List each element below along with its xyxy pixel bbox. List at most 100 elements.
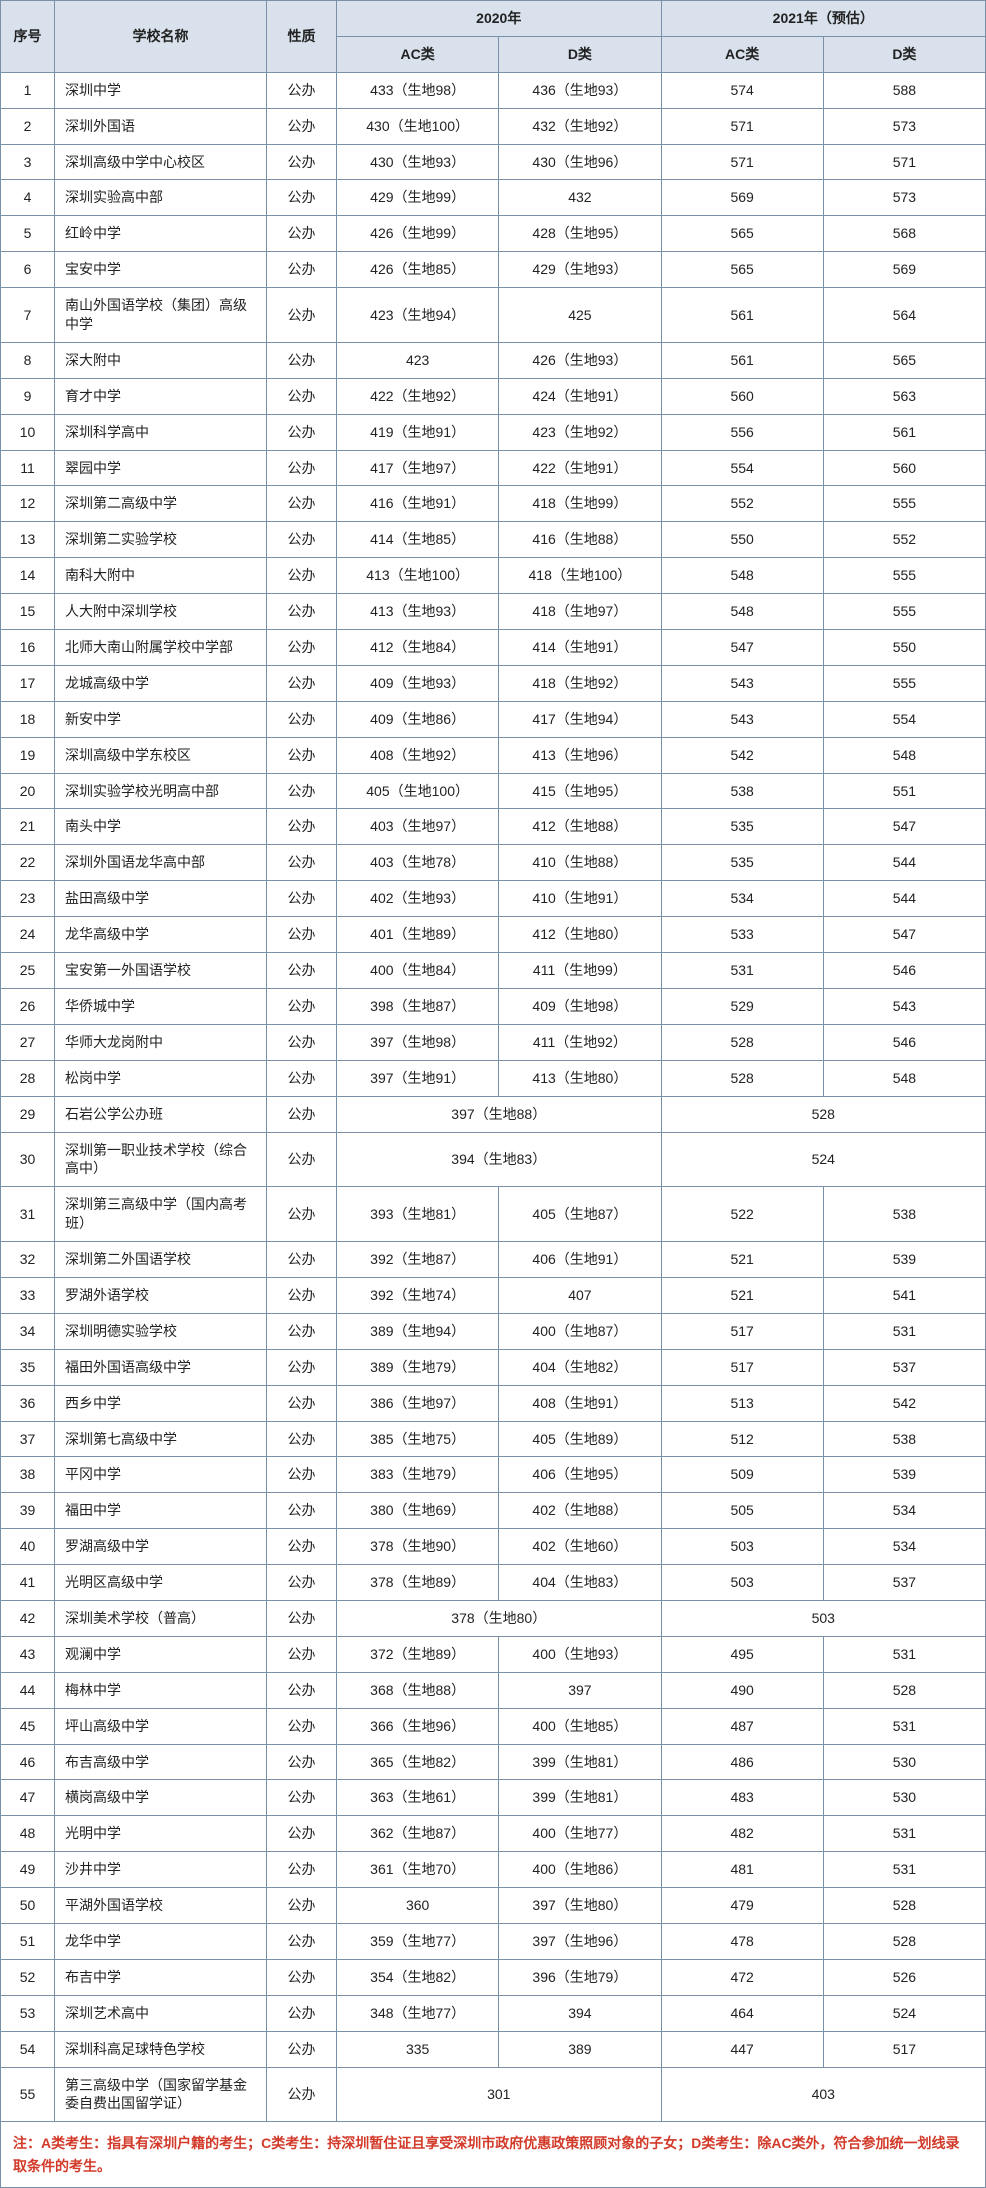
cell-idx: 22 <box>1 845 55 881</box>
col-type: 性质 <box>267 1 337 73</box>
cell-2021-ac: 565 <box>661 216 823 252</box>
cell-2021-ac: 571 <box>661 144 823 180</box>
table-row: 13深圳第二实验学校公办414（生地85）416（生地88）550552 <box>1 522 986 558</box>
cell-idx: 35 <box>1 1349 55 1385</box>
cell-2020-d: 404（生地82） <box>499 1349 661 1385</box>
cell-idx: 25 <box>1 953 55 989</box>
table-row: 36西乡中学公办386（生地97）408（生地91）513542 <box>1 1385 986 1421</box>
cell-type: 公办 <box>267 1277 337 1313</box>
cell-type: 公办 <box>267 108 337 144</box>
cell-2021-d: 538 <box>823 1187 985 1242</box>
cell-2021-ac: 533 <box>661 917 823 953</box>
cell-name: 松岗中学 <box>55 1060 267 1096</box>
cell-2021-ac: 556 <box>661 414 823 450</box>
cell-2020-d: 426（生地93） <box>499 342 661 378</box>
cell-name: 深圳第三高级中学（国内高考班） <box>55 1187 267 1242</box>
cell-idx: 12 <box>1 486 55 522</box>
cell-2021-ac: 531 <box>661 953 823 989</box>
cell-2020-ac: 378（生地89） <box>337 1565 499 1601</box>
cell-idx: 24 <box>1 917 55 953</box>
cell-idx: 41 <box>1 1565 55 1601</box>
cell-2020-d: 404（生地83） <box>499 1565 661 1601</box>
cell-idx: 48 <box>1 1816 55 1852</box>
cell-2020-d: 425 <box>499 288 661 343</box>
cell-type: 公办 <box>267 917 337 953</box>
cell-2021-ac: 535 <box>661 809 823 845</box>
col-name: 学校名称 <box>55 1 267 73</box>
cell-type: 公办 <box>267 1959 337 1995</box>
cell-2020-ac: 360 <box>337 1888 499 1924</box>
cell-name: 平冈中学 <box>55 1457 267 1493</box>
cell-2020-ac: 409（生地86） <box>337 701 499 737</box>
cell-type: 公办 <box>267 1313 337 1349</box>
cell-2021-d: 546 <box>823 1024 985 1060</box>
table-row: 24龙华高级中学公办401（生地89）412（生地80）533547 <box>1 917 986 953</box>
table-row: 37深圳第七高级中学公办385（生地75）405（生地89）512538 <box>1 1421 986 1457</box>
cell-2020-ac: 419（生地91） <box>337 414 499 450</box>
cell-2020-ac: 389（生地79） <box>337 1349 499 1385</box>
cell-2020-d: 417（生地94） <box>499 701 661 737</box>
cell-2020-ac: 383（生地79） <box>337 1457 499 1493</box>
cell-2020-ac: 378（生地90） <box>337 1529 499 1565</box>
table-row: 8深大附中公办423426（生地93）561565 <box>1 342 986 378</box>
cell-idx: 33 <box>1 1277 55 1313</box>
cell-2021-d: 573 <box>823 108 985 144</box>
cell-type: 公办 <box>267 378 337 414</box>
cell-type: 公办 <box>267 522 337 558</box>
cell-2021-d: 563 <box>823 378 985 414</box>
cell-2020-ac: 389（生地94） <box>337 1313 499 1349</box>
cell-2020-d: 399（生地81） <box>499 1744 661 1780</box>
cell-2020-ac: 372（生地89） <box>337 1636 499 1672</box>
cell-idx: 44 <box>1 1672 55 1708</box>
cell-2020-ac: 430（生地93） <box>337 144 499 180</box>
table-row: 22深圳外国语龙华高中部公办403（生地78）410（生地88）535544 <box>1 845 986 881</box>
cell-name: 南山外国语学校（集团）高级中学 <box>55 288 267 343</box>
cell-name: 深圳第二实验学校 <box>55 522 267 558</box>
cell-2021-d: 543 <box>823 988 985 1024</box>
cell-2021-ac: 483 <box>661 1780 823 1816</box>
cell-2020-merged: 378（生地80） <box>337 1600 662 1636</box>
cell-2020-d: 405（生地89） <box>499 1421 661 1457</box>
cell-2020-d: 397（生地80） <box>499 1888 661 1924</box>
cell-idx: 43 <box>1 1636 55 1672</box>
cell-2021-ac: 521 <box>661 1242 823 1278</box>
cell-2021-d: 531 <box>823 1852 985 1888</box>
cell-2020-d: 413（生地96） <box>499 737 661 773</box>
cell-name: 深大附中 <box>55 342 267 378</box>
cell-2020-ac: 361（生地70） <box>337 1852 499 1888</box>
cell-2021-ac: 548 <box>661 594 823 630</box>
cell-2021-ac: 529 <box>661 988 823 1024</box>
cell-2020-ac: 392（生地74） <box>337 1277 499 1313</box>
cell-idx: 23 <box>1 881 55 917</box>
cell-2021-d: 554 <box>823 701 985 737</box>
table-row: 17龙城高级中学公办409（生地93）418（生地92）543555 <box>1 665 986 701</box>
cell-name: 龙华中学 <box>55 1923 267 1959</box>
cell-2020-ac: 365（生地82） <box>337 1744 499 1780</box>
cell-2020-ac: 413（生地93） <box>337 594 499 630</box>
cell-2021-d: 546 <box>823 953 985 989</box>
cell-type: 公办 <box>267 144 337 180</box>
cell-2020-ac: 362（生地87） <box>337 1816 499 1852</box>
cell-type: 公办 <box>267 1529 337 1565</box>
cell-type: 公办 <box>267 1708 337 1744</box>
table-row: 51龙华中学公办359（生地77）397（生地96）478528 <box>1 1923 986 1959</box>
cell-2021-ac: 574 <box>661 72 823 108</box>
cell-name: 罗湖外语学校 <box>55 1277 267 1313</box>
table-row: 52布吉中学公办354（生地82）396（生地79）472526 <box>1 1959 986 1995</box>
cell-2021-ac: 522 <box>661 1187 823 1242</box>
col-2020-d: D类 <box>499 36 661 72</box>
cell-2020-ac: 429（生地99） <box>337 180 499 216</box>
table-row: 21南头中学公办403（生地97）412（生地88）535547 <box>1 809 986 845</box>
cell-2020-d: 399（生地81） <box>499 1780 661 1816</box>
cell-name: 深圳外国语龙华高中部 <box>55 845 267 881</box>
cell-name: 沙井中学 <box>55 1852 267 1888</box>
table-row: 41光明区高级中学公办378（生地89）404（生地83）503537 <box>1 1565 986 1601</box>
cell-2021-d: 569 <box>823 252 985 288</box>
cell-2021-d: 539 <box>823 1242 985 1278</box>
cell-2020-d: 410（生地88） <box>499 845 661 881</box>
cell-2021-d: 564 <box>823 288 985 343</box>
cell-idx: 54 <box>1 2031 55 2067</box>
cell-2020-d: 409（生地98） <box>499 988 661 1024</box>
cell-2020-d: 400（生地77） <box>499 1816 661 1852</box>
cell-2020-d: 423（生地92） <box>499 414 661 450</box>
